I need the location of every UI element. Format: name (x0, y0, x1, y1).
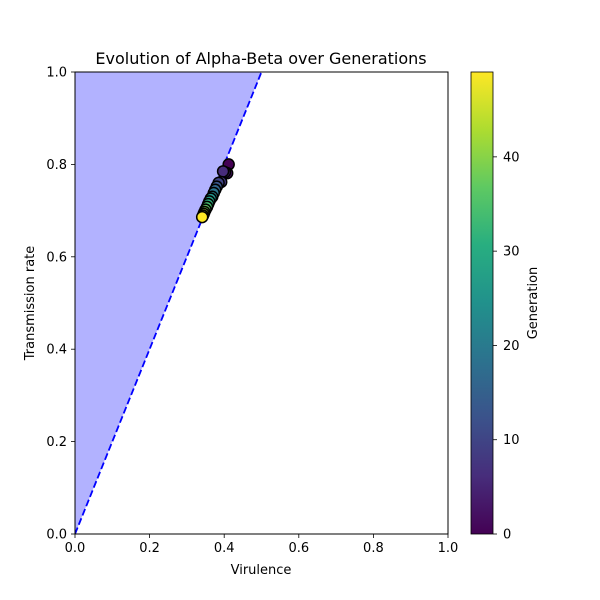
y-axis-ticks: 0.0 0.2 0.4 0.6 0.8 1.0 (46, 66, 75, 543)
colorbar-ticks: 0 10 20 30 40 (493, 150, 520, 543)
colorbar-tick-label: 20 (503, 339, 520, 354)
plot-area (75, 72, 263, 534)
chart-title: Evolution of Alpha-Beta over Generations (95, 49, 426, 68)
x-tick-label: 0.6 (288, 541, 309, 556)
colorbar (470, 71, 494, 535)
y-tick-label: 0.2 (46, 435, 67, 450)
y-tick-label: 1.0 (46, 66, 67, 81)
x-axis-ticks: 0.0 0.2 0.4 0.6 0.8 1.0 (65, 534, 459, 556)
x-tick-label: 0.0 (65, 541, 86, 556)
x-tick-label: 0.8 (363, 541, 384, 556)
x-tick-label: 0.2 (139, 541, 160, 556)
x-tick-label: 0.4 (214, 541, 235, 556)
x-tick-label: 1.0 (438, 541, 459, 556)
plot-frame (74, 71, 449, 535)
colorbar-label: Generation (526, 267, 541, 340)
y-tick-label: 0.4 (46, 343, 67, 358)
boundary-line (75, 72, 263, 534)
x-axis-label: Virulence (231, 563, 292, 578)
colorbar-tick-label: 10 (503, 433, 520, 448)
colorbar-tick-label: 30 (503, 245, 520, 260)
colorbar-tick-label: 0 (503, 528, 511, 543)
y-tick-label: 0.8 (46, 158, 67, 173)
data-point (216, 165, 230, 178)
colorbar-tick-label: 40 (503, 150, 520, 165)
y-tick-label: 0.6 (46, 250, 67, 265)
data-point (195, 210, 209, 224)
y-tick-label: 0.0 (46, 528, 67, 543)
points-layer (195, 158, 235, 224)
y-axis-label: Transmission rate (23, 246, 38, 362)
